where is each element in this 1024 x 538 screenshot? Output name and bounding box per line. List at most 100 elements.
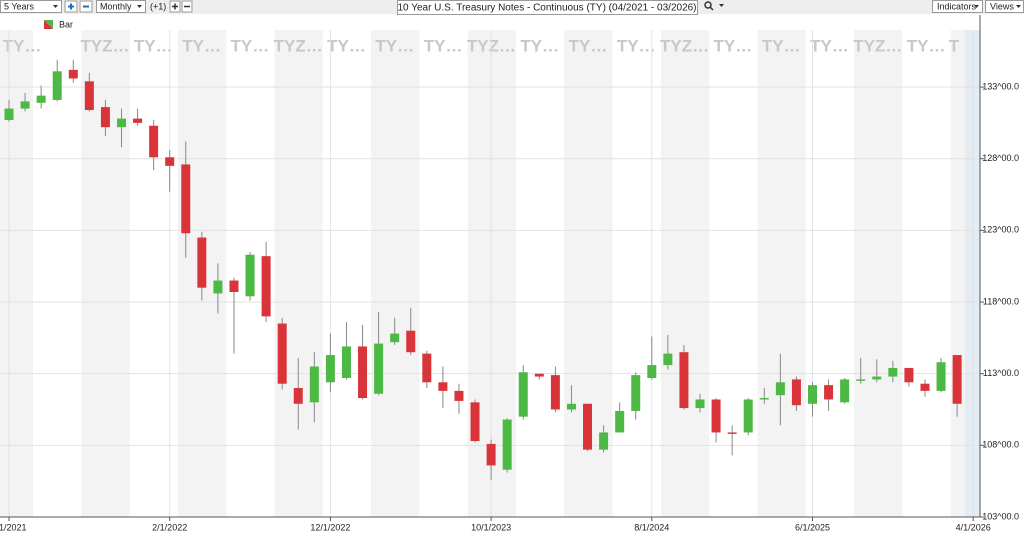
candle-body bbox=[615, 410, 625, 433]
contract-label: TY… bbox=[810, 36, 849, 55]
candle-body bbox=[100, 107, 110, 128]
candle-body bbox=[68, 69, 78, 79]
contract-label: TY… bbox=[424, 36, 463, 55]
x-tick-label: 10/1/2023 bbox=[471, 522, 511, 532]
x-tick-label: 2/1/2022 bbox=[152, 522, 187, 532]
candle-body bbox=[888, 367, 898, 377]
contract-label: TY… bbox=[907, 36, 946, 55]
candle-body bbox=[36, 95, 46, 103]
candle-body bbox=[759, 398, 769, 400]
dropdown-arrow bbox=[974, 5, 979, 8]
x-tick-label: 12/1/2022 bbox=[310, 522, 350, 532]
candle-body bbox=[325, 355, 335, 383]
y-tick-label: 133^00.0 bbox=[982, 81, 1019, 91]
contract-label: TY… bbox=[3, 36, 42, 55]
period-band bbox=[371, 30, 420, 517]
contract-label: TY… bbox=[617, 36, 656, 55]
candle-body bbox=[791, 379, 801, 406]
search-icon[interactable] bbox=[704, 1, 712, 9]
candle-body bbox=[165, 157, 175, 166]
candle-body bbox=[840, 379, 850, 403]
candle-body bbox=[679, 352, 689, 409]
candle-body bbox=[856, 379, 866, 381]
period-band bbox=[854, 30, 903, 517]
candle-body bbox=[358, 346, 368, 399]
candle-body bbox=[727, 432, 737, 434]
candle-body bbox=[518, 372, 528, 417]
candle-body bbox=[133, 118, 143, 123]
candle-body bbox=[52, 71, 62, 100]
symbol-title: 10 Year U.S. Treasury Notes - Continuous… bbox=[397, 3, 696, 14]
contract-label: TY… bbox=[327, 36, 366, 55]
candle-body bbox=[229, 280, 239, 292]
range-label: 5 Years bbox=[4, 1, 35, 11]
contract-label: TY… bbox=[762, 36, 801, 55]
legend-icon-down bbox=[44, 20, 53, 29]
y-tick-label: 113^00.0 bbox=[983, 368, 1019, 378]
y-tick-label: 128^00.0 bbox=[982, 153, 1019, 163]
interval-label: Monthly bbox=[100, 1, 132, 11]
y-tick-label: 123^00.0 bbox=[982, 225, 1019, 235]
offset-label: (+1) bbox=[150, 1, 166, 11]
candle-body bbox=[20, 101, 30, 109]
candle-body bbox=[374, 343, 384, 394]
candle-body bbox=[743, 399, 753, 433]
candle-body bbox=[920, 383, 930, 391]
range-select[interactable] bbox=[0, 0, 62, 13]
y-tick-label: 103^00.0 bbox=[982, 511, 1019, 521]
dropdown-arrow bbox=[137, 5, 142, 8]
candle-body bbox=[245, 254, 255, 297]
dropdown-arrow bbox=[1016, 5, 1021, 8]
contract-label: TY… bbox=[182, 36, 221, 55]
x-tick-label: 4/1/2021 bbox=[0, 522, 27, 532]
y-tick-label: 108^00.0 bbox=[982, 440, 1019, 450]
candle-body bbox=[583, 403, 593, 450]
indicators-button[interactable] bbox=[932, 0, 983, 13]
candle-body bbox=[261, 256, 271, 317]
candle-body bbox=[84, 81, 94, 110]
views-label: Views bbox=[990, 1, 1014, 11]
period-band bbox=[274, 30, 323, 517]
candle-body bbox=[4, 108, 14, 121]
dropdown-arrow bbox=[53, 5, 58, 8]
period-band bbox=[757, 30, 806, 517]
candle-body bbox=[824, 385, 834, 400]
candle-body bbox=[808, 385, 817, 404]
candle-body bbox=[647, 365, 657, 378]
candle-body bbox=[904, 367, 914, 383]
candle-body bbox=[775, 382, 785, 396]
candle-body bbox=[181, 164, 191, 234]
x-tick-label: 8/1/2024 bbox=[634, 522, 669, 532]
symbol-box[interactable] bbox=[397, 0, 698, 15]
candle-body bbox=[550, 375, 560, 410]
plus-icon bbox=[68, 3, 74, 10]
contract-label: TY… bbox=[520, 36, 559, 55]
candle-body bbox=[470, 402, 480, 442]
candle-body bbox=[695, 399, 705, 409]
candle-body bbox=[149, 125, 159, 158]
candle-body bbox=[390, 333, 400, 343]
candle-body bbox=[486, 443, 496, 466]
candle-body bbox=[952, 355, 962, 404]
candle-body bbox=[936, 362, 946, 391]
candle-body bbox=[438, 382, 448, 391]
candle-body bbox=[711, 399, 721, 433]
plus-icon bbox=[172, 3, 178, 10]
interval-select[interactable] bbox=[96, 0, 146, 13]
contract-label: TYZ… bbox=[80, 36, 129, 55]
x-tick-label: 4/1/2026 bbox=[956, 522, 991, 532]
contract-label: TY… bbox=[714, 36, 753, 55]
contract-label: TY… bbox=[231, 36, 270, 55]
contract-label: TY… bbox=[569, 36, 608, 55]
contract-label: TY… bbox=[375, 36, 414, 55]
dropdown-arrow bbox=[719, 4, 724, 7]
candle-body bbox=[454, 390, 464, 401]
x-tick-label: 6/1/2025 bbox=[795, 522, 830, 532]
period-band bbox=[660, 30, 710, 517]
candle-body bbox=[599, 432, 609, 450]
candle-body bbox=[309, 366, 319, 403]
candle-body bbox=[293, 388, 303, 404]
candle-body bbox=[663, 353, 673, 366]
